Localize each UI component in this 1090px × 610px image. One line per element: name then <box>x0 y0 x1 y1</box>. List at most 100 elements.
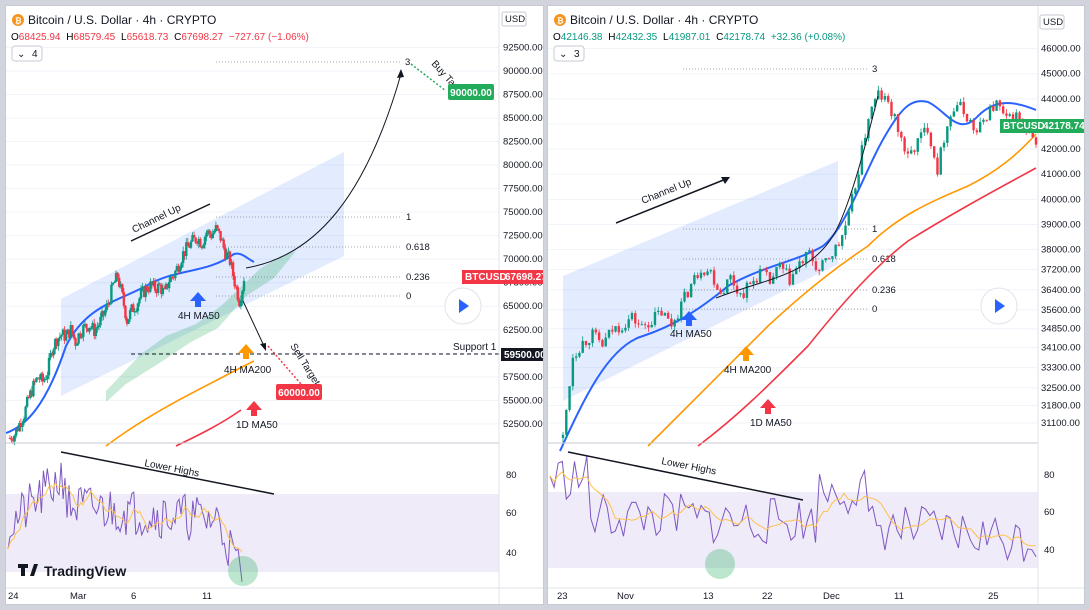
candle-body <box>666 312 670 319</box>
candle-body <box>36 377 40 379</box>
price-tick: 90000.00 <box>503 66 543 77</box>
candle-body <box>591 329 594 344</box>
candle-body <box>818 270 821 272</box>
candle-body <box>150 281 154 286</box>
price-axis[interactable] <box>499 6 543 604</box>
chart-panel-right[interactable]: 1 0.618 0.236 0 3 Channel Up 4H MA50 4H … <box>547 5 1085 605</box>
candle-body <box>224 247 227 260</box>
time-axis-labels: 24 Mar 6 11 <box>8 591 212 602</box>
rsi-tick-60: 60 <box>1044 507 1055 518</box>
candle-body <box>222 239 225 248</box>
candle-body <box>46 375 49 379</box>
candle-body <box>680 301 683 319</box>
candle-body <box>857 174 860 189</box>
candle-body <box>706 271 709 275</box>
candle-body <box>19 423 23 428</box>
buy-target-line <box>410 63 447 92</box>
candle-body <box>146 286 149 292</box>
candle-body <box>80 336 83 338</box>
indicators-toggle[interactable] <box>11 45 43 62</box>
candle-body <box>913 150 916 152</box>
candle-body <box>113 282 116 284</box>
candle-body <box>611 329 614 332</box>
currency-button[interactable] <box>501 11 527 27</box>
candle-body <box>995 100 998 111</box>
candle-body <box>63 329 66 341</box>
candle-body <box>916 138 919 152</box>
candle-body <box>801 261 804 264</box>
rsi-band <box>6 494 499 572</box>
candle-body <box>824 258 827 261</box>
indicators-toggle[interactable] <box>553 45 585 62</box>
price-tick: 31100.00 <box>1041 418 1080 429</box>
price-tick: 75000.00 <box>503 207 543 218</box>
candle-body <box>588 343 591 345</box>
rsi-axis-labels: 80 60 40 <box>506 470 517 559</box>
candle-body <box>581 341 584 353</box>
candle-body <box>47 357 51 376</box>
price-tick: 82500.00 <box>503 137 543 148</box>
price-tick: 57500.00 <box>503 372 543 383</box>
ma200-4h-label: 4H MA200 <box>224 365 272 376</box>
candle-body <box>831 256 834 259</box>
candle-body <box>854 188 857 194</box>
candle-body <box>949 116 952 127</box>
lower-highs-line <box>567 451 804 501</box>
candle-body <box>138 298 141 304</box>
candle-body <box>808 250 811 252</box>
candle-body <box>998 100 1002 107</box>
projection-curve <box>245 73 402 269</box>
price-tick: 44000.00 <box>1041 94 1081 105</box>
candle-body <box>219 231 222 241</box>
candle-body <box>607 329 611 338</box>
candle-body <box>811 250 814 262</box>
ma1d-up-arrow-icon <box>246 401 262 416</box>
candle-body <box>29 390 32 398</box>
candle-body <box>653 312 657 326</box>
channel-up-zone <box>61 152 344 396</box>
symbol-title: Bitcoin / U.S. Dollar · 4h · CRYPTO <box>570 13 758 27</box>
candle-body <box>66 329 69 335</box>
candle-body <box>132 304 135 312</box>
currency-button[interactable] <box>1039 14 1065 30</box>
candle-body <box>74 338 77 346</box>
bitcoin-icon <box>12 14 24 26</box>
candle-body <box>988 106 992 121</box>
candle-body <box>79 333 82 338</box>
candle-body <box>985 119 988 121</box>
candle-body <box>726 279 729 293</box>
price-tick: 36400.00 <box>1041 285 1081 296</box>
ma50-4h-label: 4H MA50 <box>670 329 712 340</box>
candle-body <box>689 283 693 298</box>
candle-body <box>906 151 910 154</box>
time-tick-3: 11 <box>202 591 212 602</box>
candle-body <box>781 263 785 269</box>
chart-svg-left[interactable]: 1 0.618 0.236 0 3 Support 1 Channel Up B… <box>6 6 543 604</box>
candle-body <box>211 233 214 239</box>
candle-body <box>821 260 824 271</box>
chart-svg-right[interactable]: 1 0.618 0.236 0 3 Channel Up 4H MA50 4H … <box>548 6 1084 604</box>
candle-body <box>206 230 210 233</box>
parabolic-curve <box>715 95 879 299</box>
price-tick: 33300.00 <box>1041 363 1081 374</box>
candle-body <box>1005 113 1008 116</box>
symbol-price-tag <box>462 270 543 284</box>
fib-levels <box>216 61 401 297</box>
indicators-count: 4 <box>32 49 38 60</box>
candle-body <box>213 230 216 234</box>
currency-label: USD <box>505 14 525 25</box>
time-tick-0: 23 <box>557 591 568 602</box>
candle-body <box>64 334 68 341</box>
price-axis[interactable] <box>1038 6 1084 604</box>
candle-body <box>122 292 126 306</box>
candle-body <box>86 328 90 332</box>
candle-body <box>175 266 179 271</box>
candle-body <box>22 418 26 423</box>
chart-panel-left[interactable]: 1 0.618 0.236 0 3 Support 1 Channel Up B… <box>5 5 544 605</box>
candle-body <box>144 286 147 297</box>
candle-body <box>203 236 207 245</box>
price-tick: 40000.00 <box>1041 194 1081 205</box>
candle-body <box>568 386 571 410</box>
candle-body <box>18 423 21 432</box>
fib-label-0236: 0.236 <box>872 285 896 296</box>
